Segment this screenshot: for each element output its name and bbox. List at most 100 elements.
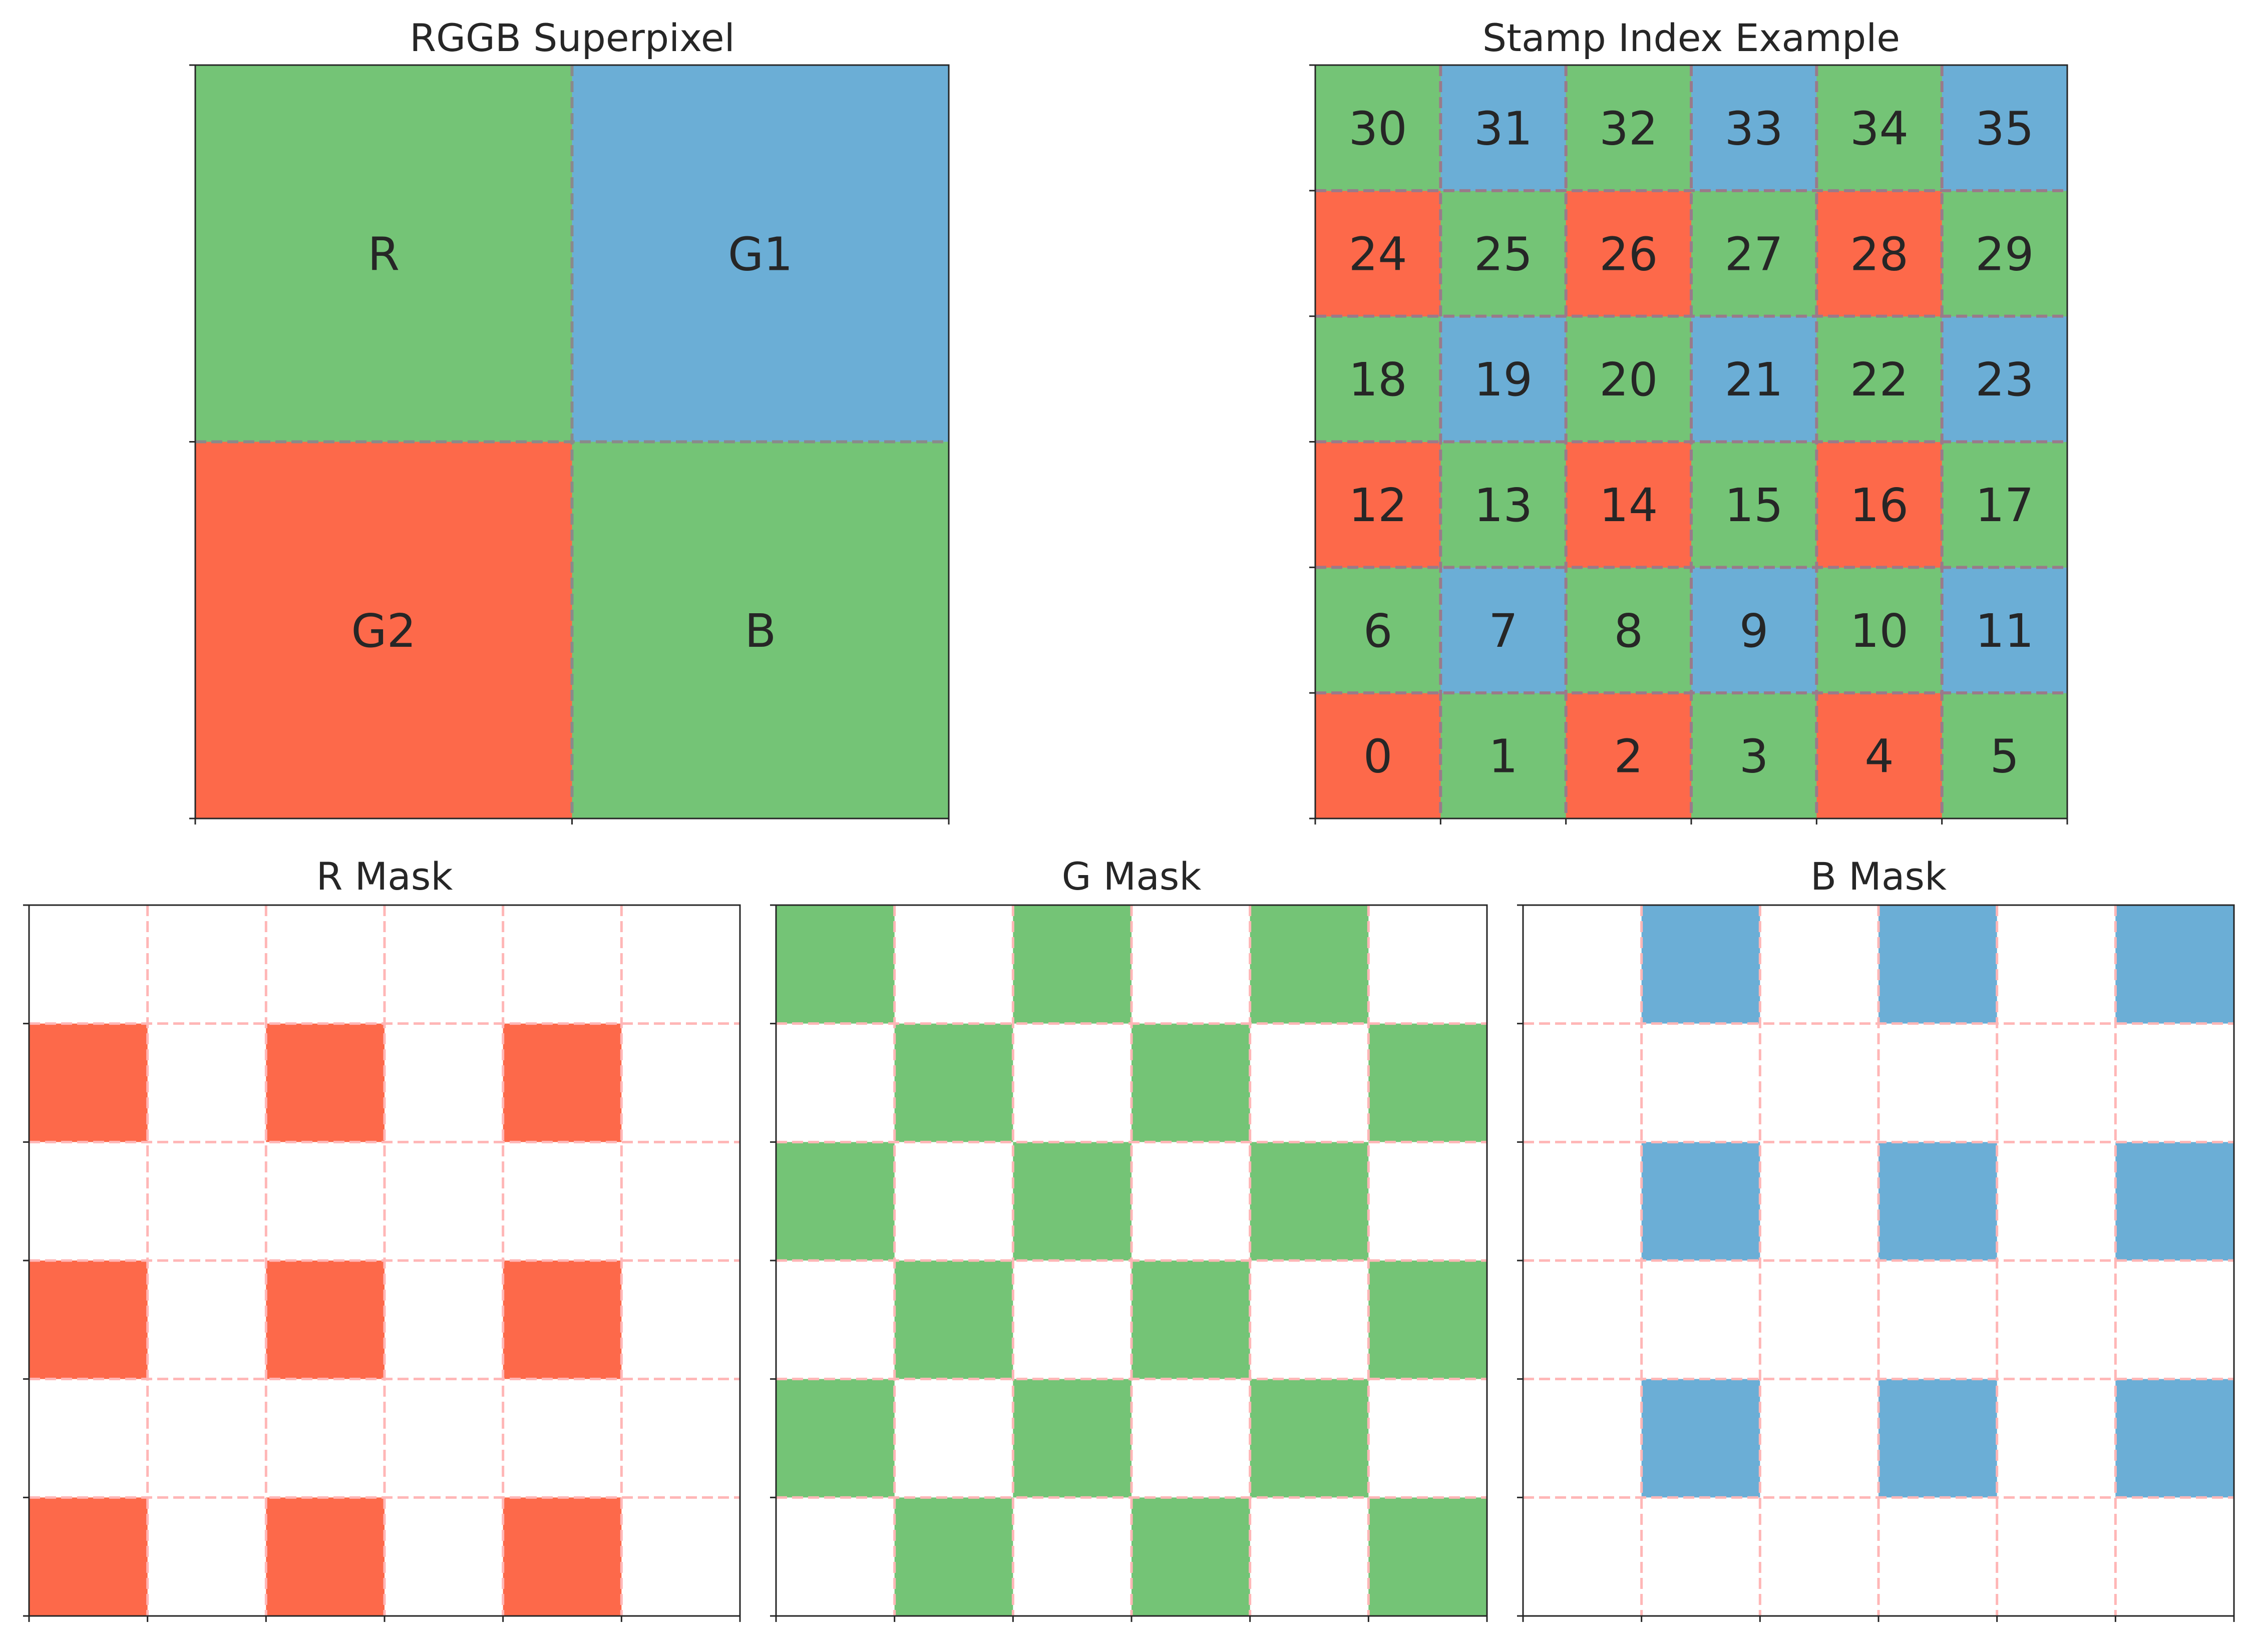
r-mask-cell xyxy=(147,1379,266,1498)
b-mask-panel: B Mask xyxy=(1517,854,2235,1622)
superpixel-cell-label: G2 xyxy=(351,604,416,658)
stamp-index-label: 4 xyxy=(1864,730,1894,783)
r-mask-cell xyxy=(147,1497,266,1616)
stamp-index-label: 20 xyxy=(1599,353,1658,406)
stamp-cell xyxy=(1816,693,1943,819)
r-mask-cell xyxy=(385,1142,504,1261)
r-mask-cell xyxy=(621,1379,740,1498)
b-mask-cell xyxy=(1997,1142,2116,1261)
b-mask-cell xyxy=(1641,905,1760,1024)
stamp-index-label: 21 xyxy=(1725,353,1783,406)
b-mask-cell xyxy=(1997,1497,2116,1616)
stamp-index-label: 13 xyxy=(1474,479,1533,532)
r-mask-cell xyxy=(621,1497,740,1616)
stamp-cell xyxy=(1816,65,1943,191)
b-mask-cell xyxy=(1760,1261,1879,1380)
r-mask-cell xyxy=(385,905,504,1024)
g-mask-cell xyxy=(1013,1142,1132,1261)
stamp-cell xyxy=(1816,567,1943,693)
b-mask-title: B Mask xyxy=(1810,854,1947,899)
b-mask-cell xyxy=(1641,1497,1760,1616)
g-mask-cell xyxy=(1250,905,1369,1024)
g-mask-cell xyxy=(776,1142,895,1261)
g-mask-cell xyxy=(1013,1497,1132,1616)
b-mask-cell xyxy=(1997,1023,2116,1142)
stamp-cell xyxy=(1691,567,1817,693)
stamp-cell xyxy=(1691,316,1817,442)
r-mask-cell xyxy=(385,1379,504,1498)
superpixel-axes xyxy=(189,64,950,824)
stamp-cell xyxy=(1942,316,2068,442)
stamp-index-label: 24 xyxy=(1349,227,1407,281)
b-mask-cell xyxy=(1523,1261,1642,1380)
g-mask-cell xyxy=(776,1023,895,1142)
r-mask-cell xyxy=(621,905,740,1024)
stamp-index-label: 9 xyxy=(1739,604,1769,658)
b-mask-cells xyxy=(1523,905,2234,1616)
stamp-cell xyxy=(1315,316,1441,442)
g-mask-cell xyxy=(1132,1379,1251,1498)
rggb-superpixel-panel: RGGB Superpixel R G1 G2 B xyxy=(189,16,950,824)
stamp-cell xyxy=(1315,567,1441,693)
g-mask-axes xyxy=(770,904,1488,1622)
r-mask-cells xyxy=(29,905,740,1616)
r-mask-cell xyxy=(621,1023,740,1142)
stamp-index-label: 29 xyxy=(1975,227,2034,281)
b-mask-cell xyxy=(1523,1379,1642,1498)
stamp-index-label: 25 xyxy=(1474,227,1533,281)
b-mask-cell xyxy=(1641,1379,1760,1498)
stamp-cell xyxy=(1315,442,1441,568)
g-mask-cell xyxy=(1132,905,1251,1024)
b-mask-cell xyxy=(1523,905,1642,1024)
superpixel-cell xyxy=(572,442,949,819)
stamp-cell xyxy=(1566,65,1692,191)
b-mask-cell xyxy=(2115,1261,2234,1380)
stamp-index-label: 28 xyxy=(1850,227,1909,281)
g-mask-cell xyxy=(894,1142,1013,1261)
g-mask-grid xyxy=(776,905,1487,1616)
g-mask-cell xyxy=(1013,1379,1132,1498)
b-mask-cell xyxy=(1523,1023,1642,1142)
stamp-cell xyxy=(1816,190,1943,317)
g-mask-cell xyxy=(894,1023,1013,1142)
r-mask-cell xyxy=(621,1261,740,1380)
g-mask-cell xyxy=(1250,1023,1369,1142)
g-mask-cell xyxy=(1013,1023,1132,1142)
stamp-cell xyxy=(1942,693,2068,819)
b-mask-cell xyxy=(2115,1023,2234,1142)
r-mask-cell xyxy=(29,1261,148,1380)
stamp-index-label: 0 xyxy=(1363,730,1393,783)
stamp-cell xyxy=(1691,65,1817,191)
g-mask-cell xyxy=(1250,1379,1369,1498)
stamp-cell xyxy=(1566,567,1692,693)
stamp-index-label: 27 xyxy=(1725,227,1783,281)
b-mask-cell xyxy=(1641,1261,1760,1380)
b-mask-cell xyxy=(1879,1261,1998,1380)
stamp-index-label: 10 xyxy=(1850,604,1909,658)
stamp-index-label: 8 xyxy=(1614,604,1644,658)
r-mask-cell xyxy=(29,905,148,1024)
g-mask-cell xyxy=(1250,1261,1369,1380)
stamp-cell xyxy=(1942,190,2068,317)
stamp-index-label: 18 xyxy=(1349,353,1407,406)
stamp-cell xyxy=(1315,190,1441,317)
g-mask-cell xyxy=(1250,1142,1369,1261)
stamp-cell xyxy=(1315,693,1441,819)
g-mask-cell xyxy=(1368,1142,1487,1261)
b-mask-cell xyxy=(1641,1142,1760,1261)
g-mask-cell xyxy=(1132,1261,1251,1380)
b-mask-cell xyxy=(1523,1497,1642,1616)
stamp-cell xyxy=(1440,190,1567,317)
r-mask-cell xyxy=(385,1023,504,1142)
r-mask-cell xyxy=(147,1261,266,1380)
stamp-index-label: 23 xyxy=(1975,353,2034,406)
g-mask-cell xyxy=(894,1497,1013,1616)
g-mask-cell xyxy=(1250,1497,1369,1616)
r-mask-cell xyxy=(503,905,622,1024)
g-mask-cell xyxy=(776,905,895,1024)
g-mask-cell xyxy=(894,905,1013,1024)
stamp-index-label: 19 xyxy=(1474,353,1533,406)
rggb-superpixel-title: RGGB Superpixel xyxy=(410,16,734,60)
r-mask-cell xyxy=(503,1261,622,1380)
